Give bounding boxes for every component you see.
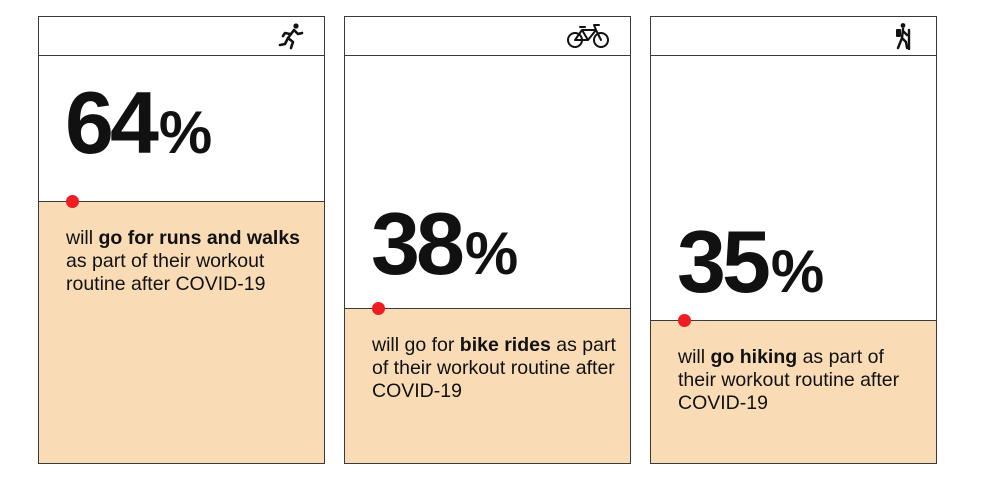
caption-highlight: bike rides: [459, 334, 551, 356]
caption: will go hiking as part of their workout …: [678, 346, 924, 415]
percent-sign: %: [158, 99, 213, 166]
percentage-value: 64%: [65, 79, 212, 167]
card-header: [651, 17, 936, 56]
runner-icon: [276, 22, 306, 50]
stat-card-hiking: 35% will go hiking as part of their work…: [650, 16, 937, 464]
caption-text: will: [66, 227, 99, 249]
red-dot-marker: [372, 302, 385, 315]
caption-text: as part of their workout routine after C…: [66, 250, 266, 295]
percentage-number: 35: [677, 212, 771, 311]
percentage-number: 64: [65, 73, 159, 172]
percentage-fill: will go hiking as part of their workout …: [651, 314, 936, 463]
red-dot-marker: [678, 314, 691, 327]
hiker-icon: [890, 22, 914, 50]
percentage-fill: will go for bike rides as part of their …: [345, 302, 630, 463]
stat-card-bike: 38% will go for bike rides as part of th…: [344, 16, 631, 464]
caption: will go for runs and walks as part of th…: [66, 227, 312, 296]
percentage-fill: will go for runs and walks as part of th…: [39, 195, 324, 463]
stat-card-runs: 64% will go for runs and walks as part o…: [38, 16, 325, 464]
percentage-value: 38%: [371, 200, 518, 288]
bicycle-icon: [566, 22, 610, 50]
card-header: [39, 17, 324, 56]
caption-text: as part of their workout routine after C…: [372, 334, 616, 402]
card-header: [345, 17, 630, 56]
caption-highlight: go hiking: [710, 346, 798, 368]
caption-text: will: [678, 346, 711, 368]
red-dot-marker: [66, 195, 79, 208]
caption: will go for bike rides as part of their …: [372, 334, 618, 403]
percent-sign: %: [770, 238, 825, 305]
percentage-number: 38: [371, 194, 465, 293]
percent-sign: %: [464, 220, 519, 287]
caption-text: as part of their workout routine after C…: [678, 346, 900, 414]
percentage-value: 35%: [677, 218, 824, 306]
caption-highlight: go for runs and walks: [98, 227, 301, 249]
caption-text: will go for: [372, 334, 460, 356]
